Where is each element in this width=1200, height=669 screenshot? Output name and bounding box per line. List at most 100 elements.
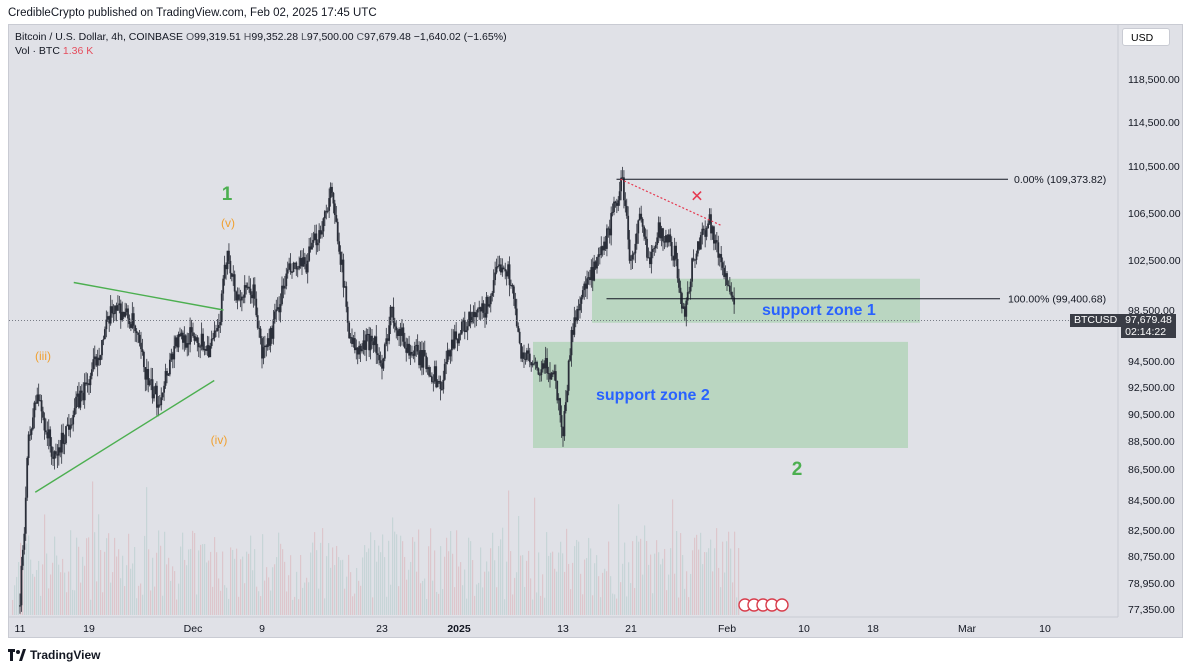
- legend-high-label: H: [243, 31, 252, 43]
- candle-body: [236, 294, 239, 301]
- candle-body: [413, 346, 416, 356]
- volume-bar: [580, 573, 582, 615]
- volume-bar: [644, 525, 646, 615]
- legend-open-label: O: [185, 31, 195, 43]
- candle-body: [55, 451, 57, 455]
- candle-body: [32, 417, 34, 430]
- volume-bar: [150, 590, 152, 615]
- candle-body: [560, 415, 563, 428]
- candle-body: [485, 296, 488, 318]
- candle-body: [525, 350, 528, 360]
- legend-change: −1,640.02 (−1.65%): [413, 31, 507, 43]
- candle-body: [401, 327, 403, 336]
- candle-body: [279, 304, 282, 313]
- currency-button[interactable]: USD: [1122, 28, 1170, 46]
- volume-bar: [584, 559, 586, 615]
- volume-bar: [590, 548, 592, 615]
- volume-bar: [536, 592, 538, 615]
- candle-body: [543, 363, 546, 369]
- volume-bar: [430, 528, 432, 615]
- footer-brand[interactable]: TradingView: [8, 645, 100, 665]
- volume-bar: [370, 532, 372, 615]
- volume-bar: [354, 593, 356, 615]
- candle-body: [262, 347, 265, 359]
- candle-body: [359, 345, 362, 352]
- candle-body: [265, 345, 268, 348]
- volume-bar: [288, 575, 290, 615]
- volume-bar: [382, 534, 384, 615]
- volume-bar: [224, 585, 226, 615]
- candle-body: [222, 278, 225, 294]
- candle-body: [395, 326, 398, 331]
- volume-bar: [244, 583, 246, 615]
- volume-bar: [546, 532, 548, 615]
- candle-body: [276, 307, 279, 310]
- candle-body: [600, 246, 603, 255]
- candle-body: [726, 273, 728, 286]
- volume-bar: [700, 532, 702, 615]
- volume-bar: [126, 565, 128, 615]
- candle-body: [406, 343, 409, 353]
- candle-body: [507, 264, 510, 277]
- candle-body: [546, 358, 549, 374]
- candle-body: [702, 228, 705, 231]
- candle-body: [249, 288, 252, 295]
- candle-body: [166, 371, 168, 376]
- candle-body: [27, 434, 30, 458]
- candle-body: [607, 228, 610, 230]
- candle-body: [667, 234, 670, 243]
- volume-bar: [184, 559, 186, 615]
- candle-body: [95, 356, 98, 366]
- volume-bar: [594, 563, 596, 615]
- volume-bar: [642, 574, 644, 615]
- candle-body: [190, 327, 193, 333]
- volume-bar: [684, 588, 686, 615]
- candle-body: [422, 350, 425, 368]
- candle-body: [278, 307, 281, 313]
- candle-body: [527, 350, 530, 354]
- candle-body: [158, 404, 161, 406]
- volume-bar: [422, 580, 424, 615]
- candle-body: [733, 297, 736, 305]
- candle-body: [520, 343, 523, 359]
- candle-body: [217, 325, 220, 329]
- wave-iii-label: (iii): [35, 349, 51, 363]
- candle-body: [521, 352, 524, 359]
- volume-bar: [366, 552, 368, 615]
- candle-body: [478, 307, 481, 309]
- chart-frame[interactable]: [8, 24, 1183, 638]
- volume-bar: [702, 564, 704, 615]
- volume-bar: [694, 537, 696, 615]
- candle-body: [697, 241, 699, 254]
- candle-body: [39, 400, 42, 402]
- candle-body: [501, 267, 504, 273]
- volume-label: Vol · BTC: [15, 45, 60, 57]
- candle-body: [431, 376, 433, 382]
- candle-body: [36, 394, 39, 404]
- volume-bar: [648, 564, 650, 615]
- volume-bar: [108, 533, 110, 615]
- legend-low: 97,500.00: [306, 31, 354, 43]
- candle-body: [423, 350, 426, 356]
- candle-body: [157, 404, 160, 408]
- x-tick-label: 18: [867, 623, 879, 635]
- candle-body: [176, 337, 179, 348]
- candle-body: [289, 263, 292, 273]
- candle-body: [193, 336, 196, 341]
- candle-body: [173, 346, 176, 360]
- candle-body: [341, 259, 343, 265]
- candle-body: [298, 265, 301, 269]
- support-zone-1-rect: [592, 278, 920, 323]
- volume-bar: [718, 567, 720, 615]
- candle-body: [196, 337, 199, 343]
- triangle-upper-line: [73, 281, 224, 311]
- candle-body: [281, 285, 283, 305]
- volume-bar: [32, 573, 34, 615]
- volume-bar: [368, 548, 370, 615]
- volume-bar: [310, 552, 312, 615]
- y-tick-label: 90,500.00: [1128, 409, 1175, 421]
- candle-body: [429, 375, 432, 377]
- volume-bar: [424, 578, 426, 615]
- last-price-tag: BTCUSD 97,679.48 02:14:22: [1070, 314, 1176, 338]
